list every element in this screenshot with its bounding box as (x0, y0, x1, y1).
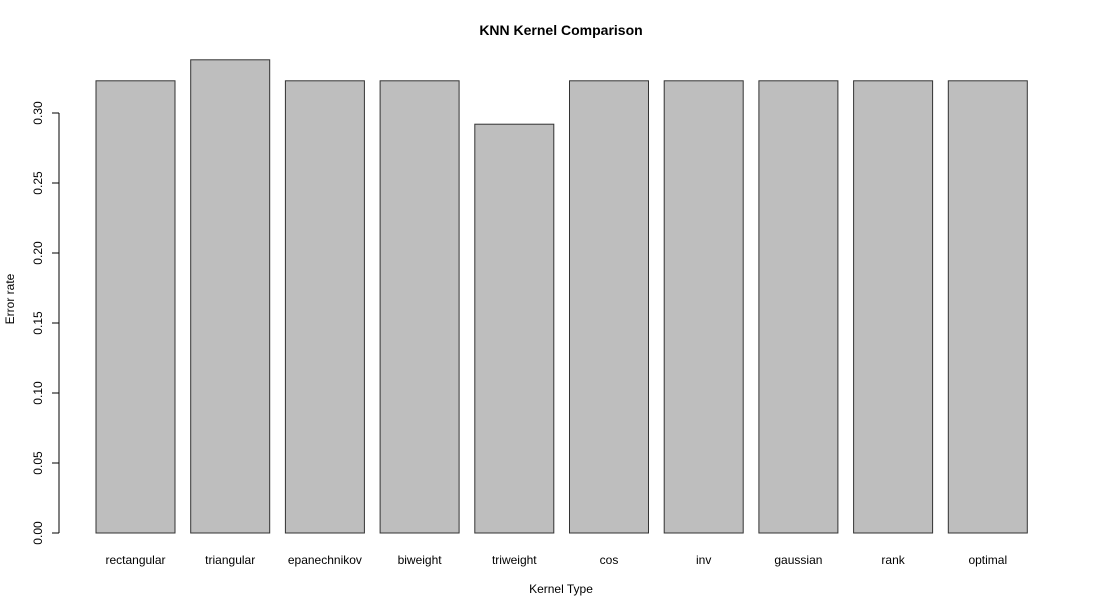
y-axis-label: Error rate (3, 273, 17, 324)
bar-biweight (379, 80, 460, 534)
y-axis: 0.00 0.05 0.10 0.15 0.20 0.25 0.30 (31, 101, 60, 545)
x-tick-label-gaussian: gaussian (774, 553, 822, 567)
x-axis-label: Kernel Type (529, 582, 593, 596)
y-tick-label: 0.30 (31, 101, 45, 125)
bar-cos (569, 80, 649, 534)
y-tick-label: 0.00 (31, 521, 45, 545)
bar-gaussian (758, 80, 839, 534)
y-tick-label: 0.20 (31, 241, 45, 265)
bar-epanechnikov (284, 80, 365, 534)
x-tick-label-biweight: biweight (398, 553, 443, 567)
y-tick-label: 0.25 (31, 171, 45, 195)
bars-group (95, 59, 1028, 534)
y-tick-label: 0.05 (31, 451, 45, 475)
bar-optimal (947, 80, 1028, 534)
bar-inv (663, 80, 744, 534)
x-tick-label-triangular: triangular (205, 553, 255, 567)
x-tick-label-rank: rank (881, 553, 905, 567)
x-tick-label-epanechnikov: epanechnikov (288, 553, 362, 567)
bar-rectangular (95, 80, 176, 534)
x-tick-label-rectangular: rectangular (105, 553, 165, 567)
bar-triweight (474, 123, 555, 534)
chart-title: KNN Kernel Comparison (479, 22, 642, 38)
x-tick-label-cos: cos (600, 553, 619, 567)
bar-triangular (190, 59, 271, 534)
y-tick-label: 0.10 (31, 381, 45, 405)
x-tick-label-inv: inv (696, 553, 711, 567)
bar-rank (853, 80, 934, 534)
y-tick-label: 0.15 (31, 311, 45, 335)
x-axis-tick-labels: rectangular triangular epanechnikov biweigh… (105, 553, 1007, 567)
x-tick-label-triweight: triweight (492, 553, 537, 567)
x-tick-label-optimal: optimal (968, 553, 1007, 567)
